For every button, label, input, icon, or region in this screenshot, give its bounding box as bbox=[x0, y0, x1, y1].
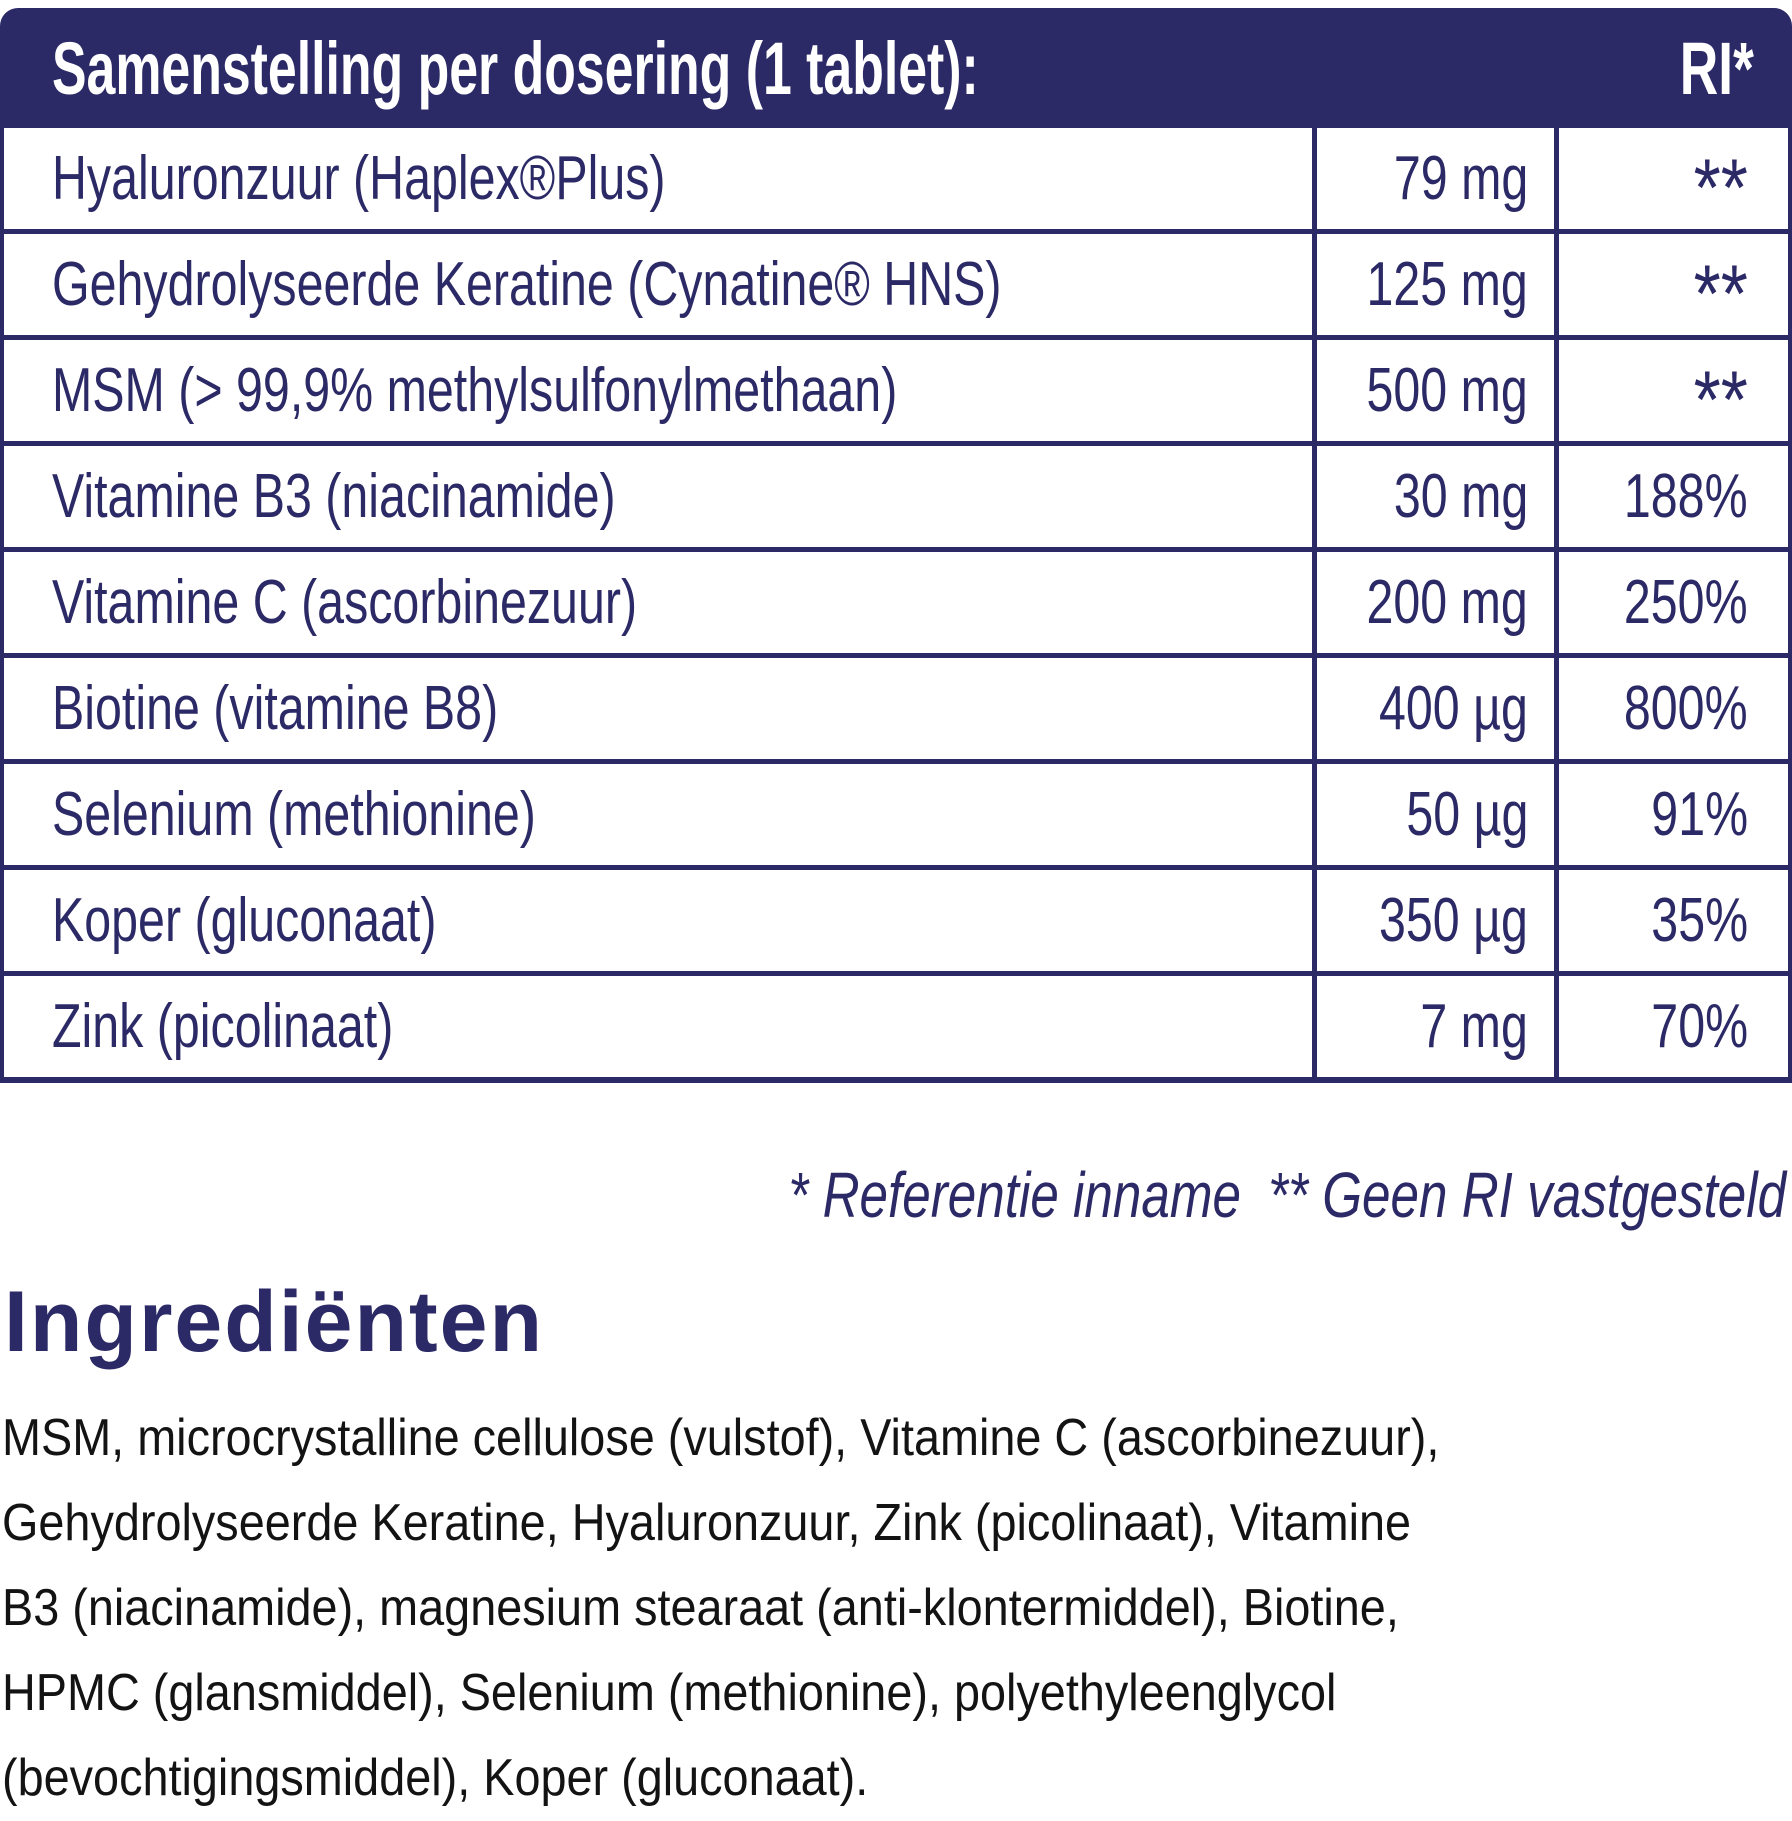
ingredient-name-cell: Biotine (vitamine B8) bbox=[52, 674, 499, 743]
ingredients-line: MSM, microcrystalline cellulose (vulstof… bbox=[2, 1409, 1440, 1467]
table-row: Vitamine C (ascorbinezuur) 200 mg 250% bbox=[4, 552, 1788, 658]
table-row: Vitamine B3 (niacinamide) 30 mg 188% bbox=[4, 446, 1788, 552]
composition-table: Hyaluronzuur (Haplex®Plus) 79 mg ** Gehy… bbox=[0, 128, 1792, 1083]
amount-cell: 400 µg bbox=[1312, 658, 1554, 759]
ri-cell: ** bbox=[1554, 340, 1788, 446]
table-row: Zink (picolinaat) 7 mg 70% bbox=[4, 976, 1788, 1077]
ri-cell: 188% bbox=[1554, 446, 1788, 547]
amount-cell: 7 mg bbox=[1312, 976, 1554, 1077]
table-row: Hyaluronzuur (Haplex®Plus) 79 mg ** bbox=[4, 128, 1788, 234]
ingredient-name-cell: Hyaluronzuur (Haplex®Plus) bbox=[52, 144, 666, 213]
ingredients-line: B3 (niacinamide), magnesium stearaat (an… bbox=[2, 1579, 1399, 1637]
amount-cell: 30 mg bbox=[1312, 446, 1554, 547]
ingredient-name-cell: MSM (> 99,9% methylsulfonylmethaan) bbox=[52, 356, 898, 425]
ri-cell: ** bbox=[1554, 234, 1788, 340]
ingredient-name-cell: Selenium (methionine) bbox=[52, 780, 536, 849]
footnote: * Referentie inname ** Geen RI vastgestel… bbox=[0, 1152, 1792, 1238]
table-title: Samenstelling per dosering (1 tablet): bbox=[52, 26, 979, 110]
ingredients-line: Gehydrolyseerde Keratine, Hyaluronzuur, … bbox=[2, 1494, 1412, 1552]
table-row: MSM (> 99,9% methylsulfonylmethaan) 500 … bbox=[4, 340, 1788, 446]
table-row: Gehydrolyseerde Keratine (Cynatine® HNS)… bbox=[4, 234, 1788, 340]
amount-cell: 79 mg bbox=[1312, 128, 1554, 229]
footnote-no-ri: ** Geen RI vastgesteld bbox=[1268, 1159, 1786, 1231]
ri-cell: 35% bbox=[1554, 870, 1788, 971]
ingredient-name-cell: Vitamine C (ascorbinezuur) bbox=[52, 568, 638, 637]
amount-cell: 350 µg bbox=[1312, 870, 1554, 971]
footnote-reference-intake: * Referentie inname bbox=[788, 1159, 1241, 1231]
ingredients-line: (bevochtigingsmiddel), Koper (gluconaat)… bbox=[2, 1749, 869, 1807]
amount-cell: 50 µg bbox=[1312, 764, 1554, 865]
ri-cell: 800% bbox=[1554, 658, 1788, 759]
ingredient-name-cell: Zink (picolinaat) bbox=[52, 992, 394, 1061]
ingredients-paragraph: MSM, microcrystalline cellulose (vulstof… bbox=[0, 1396, 1792, 1821]
ri-cell: 70% bbox=[1554, 976, 1788, 1077]
amount-cell: 125 mg bbox=[1312, 234, 1554, 335]
ingredient-name-cell: Koper (gluconaat) bbox=[52, 886, 437, 955]
amount-cell: 500 mg bbox=[1312, 340, 1554, 441]
table-row: Koper (gluconaat) 350 µg 35% bbox=[4, 870, 1788, 976]
table-row: Biotine (vitamine B8) 400 µg 800% bbox=[4, 658, 1788, 764]
ri-column-header: RI* bbox=[1679, 26, 1754, 110]
amount-cell: 200 mg bbox=[1312, 552, 1554, 653]
footnote-line: * Referentie inname ** Geen RI vastgestel… bbox=[788, 1152, 1786, 1238]
table-header-bar: Samenstelling per dosering (1 tablet): R… bbox=[0, 8, 1792, 128]
ri-cell: 250% bbox=[1554, 552, 1788, 653]
ingredients-heading: Ingrediënten bbox=[4, 1274, 545, 1370]
ri-cell: 91% bbox=[1554, 764, 1788, 865]
ri-cell: ** bbox=[1554, 128, 1788, 234]
ingredient-name-cell: Vitamine B3 (niacinamide) bbox=[52, 462, 616, 531]
table-row: Selenium (methionine) 50 µg 91% bbox=[4, 764, 1788, 870]
ingredient-name-cell: Gehydrolyseerde Keratine (Cynatine® HNS) bbox=[52, 250, 1002, 319]
ingredients-line: HPMC (glansmiddel), Selenium (methionine… bbox=[2, 1664, 1337, 1722]
